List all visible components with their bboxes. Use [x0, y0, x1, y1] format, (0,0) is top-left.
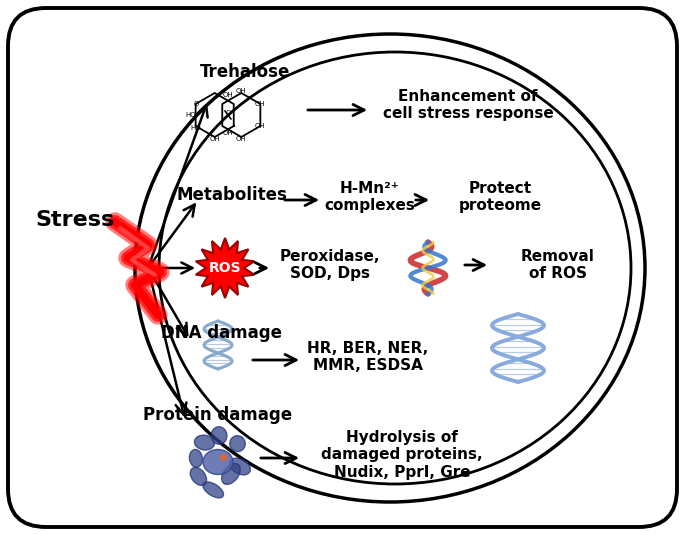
FancyBboxPatch shape — [8, 8, 677, 527]
Text: Trehalose: Trehalose — [200, 63, 290, 81]
Text: OH: OH — [223, 129, 233, 135]
Text: OH: OH — [236, 136, 247, 142]
Text: Hydrolysis of
damaged proteins,
Nudix, PprI, Gre: Hydrolysis of damaged proteins, Nudix, P… — [321, 430, 483, 480]
Ellipse shape — [190, 468, 207, 485]
Text: HO: HO — [185, 112, 196, 118]
Text: Enhancement of
cell stress response: Enhancement of cell stress response — [383, 89, 553, 121]
Ellipse shape — [222, 463, 240, 484]
Ellipse shape — [195, 435, 214, 450]
Text: Protect
proteome: Protect proteome — [458, 181, 542, 213]
Text: O: O — [225, 110, 231, 116]
Ellipse shape — [189, 449, 203, 467]
Ellipse shape — [211, 427, 227, 444]
Text: OH: OH — [236, 88, 247, 94]
Text: OH: OH — [223, 92, 234, 98]
Text: Stress: Stress — [36, 210, 114, 230]
Text: ROS: ROS — [209, 261, 241, 275]
Text: OH: OH — [210, 136, 220, 142]
Polygon shape — [196, 238, 254, 298]
Text: Removal
of ROS: Removal of ROS — [521, 249, 595, 281]
Ellipse shape — [203, 482, 223, 498]
Ellipse shape — [229, 458, 251, 475]
Text: OH: OH — [255, 123, 265, 129]
Text: H-Mn²⁺
complexes: H-Mn²⁺ complexes — [325, 181, 415, 213]
Text: DNA damage: DNA damage — [162, 324, 282, 342]
Text: OH: OH — [255, 101, 265, 107]
Ellipse shape — [203, 449, 233, 475]
Text: HO: HO — [190, 125, 201, 131]
Text: Metabolites: Metabolites — [177, 186, 288, 204]
Ellipse shape — [229, 435, 245, 452]
Text: Protein damage: Protein damage — [143, 406, 292, 424]
Text: Peroxidase,
SOD, Dps: Peroxidase, SOD, Dps — [279, 249, 380, 281]
Text: HR, BER, NER,
MMR, ESDSA: HR, BER, NER, MMR, ESDSA — [308, 341, 429, 373]
Text: O: O — [193, 101, 199, 107]
